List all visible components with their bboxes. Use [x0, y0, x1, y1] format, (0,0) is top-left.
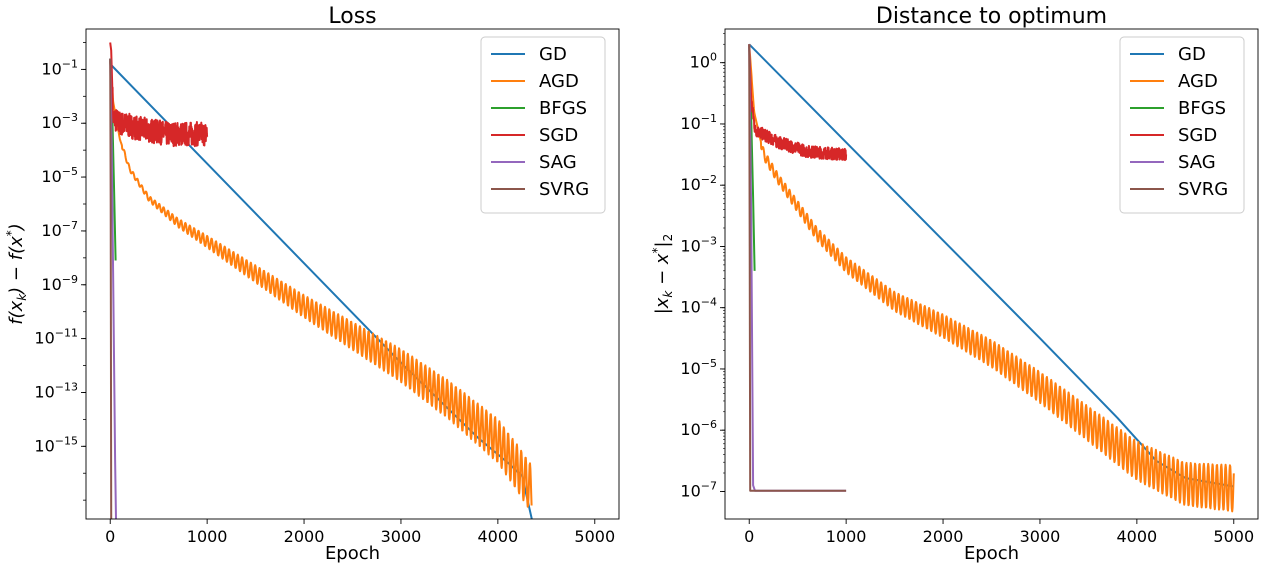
legend: GD AGD BFGS SGD SAG SVRG [480, 36, 606, 214]
series-line-sgd [748, 44, 848, 162]
series-line-svrg [109, 58, 113, 519]
y-tick-label: 10−9 [41, 273, 78, 294]
x-tick-label: 3000 [381, 527, 422, 546]
legend-label-bfgs: BFGS [1178, 98, 1226, 119]
plot-frame [724, 28, 1259, 520]
series-line-sag [748, 44, 847, 492]
x-axis-label: Epoch [325, 543, 380, 564]
x-tick-label: 2000 [923, 527, 964, 546]
series-group [109, 42, 533, 519]
y-axis-label: |xk − x*|2 [650, 234, 675, 315]
series-line-sgd [109, 42, 209, 148]
y-tick-label: 10−1 [680, 112, 717, 133]
chart-title: Distance to optimum [876, 4, 1107, 29]
legend-label-svrg: SVRG [539, 179, 589, 200]
y-tick-label: 10−5 [680, 357, 717, 378]
legend-label-agd: AGD [539, 71, 579, 92]
series-line-gd [748, 43, 1234, 488]
plot-frame [85, 28, 620, 520]
series-group [748, 43, 1235, 513]
y-tick-label: 10−7 [41, 219, 78, 240]
legend-label-agd: AGD [1178, 71, 1218, 92]
series-line-svrg [748, 44, 847, 492]
y-tick-label: 10−13 [34, 380, 78, 401]
legend-label-gd: GD [539, 44, 567, 65]
y-tick-label: 10−5 [41, 165, 78, 186]
legend-label-bfgs: BFGS [539, 98, 587, 119]
y-axis-label: f(xk) − f(x*) [4, 223, 29, 325]
chart-1: 0 1000 2000 3000 4000 5000 10−15 10−13 10−11 10−9… [4, 4, 620, 564]
legend-label-svrg: SVRG [1178, 179, 1228, 200]
legend-label-sag: SAG [1178, 152, 1216, 173]
y-tick-label: 10−6 [680, 418, 717, 439]
legend-label-sgd: SGD [1178, 125, 1217, 146]
legend-label-sag: SAG [539, 152, 577, 173]
y-tick-label: 10−1 [41, 57, 78, 78]
legend-label-gd: GD [1178, 44, 1206, 65]
y-tick-label: 10−2 [680, 173, 717, 194]
x-tick-label: 4000 [1117, 527, 1158, 546]
y-tick-label: 10−3 [680, 234, 717, 255]
series-line-agd [109, 61, 533, 508]
x-axis-label: Epoch [964, 543, 1019, 564]
chart-title: Loss [328, 4, 376, 29]
legend-label-sgd: SGD [539, 125, 578, 146]
y-tick-label: 100 [690, 51, 717, 72]
y-tick-label: 10−3 [41, 111, 78, 132]
x-tick-label: 5000 [574, 527, 615, 546]
x-tick-label: 1000 [826, 527, 867, 546]
chart-2: 0 1000 2000 3000 4000 5000 10−7 10−6 10−5 10−4 10−… [650, 4, 1259, 564]
x-tick-label: 4000 [478, 527, 519, 546]
series-line-agd [748, 44, 1235, 513]
y-tick-label: 10−11 [34, 327, 78, 348]
x-tick-label: 3000 [1020, 527, 1061, 546]
legend: GD AGD BFGS SGD SAG SVRG [1119, 36, 1245, 214]
x-tick-label: 5000 [1213, 527, 1254, 546]
x-tick-label: 0 [744, 527, 754, 546]
y-tick-label: 10−7 [680, 479, 717, 500]
x-tick-label: 2000 [284, 527, 325, 546]
x-tick-label: 0 [105, 527, 115, 546]
y-tick-label: 10−15 [34, 434, 78, 455]
y-tick-label: 10−4 [680, 296, 717, 317]
x-tick-label: 1000 [187, 527, 228, 546]
